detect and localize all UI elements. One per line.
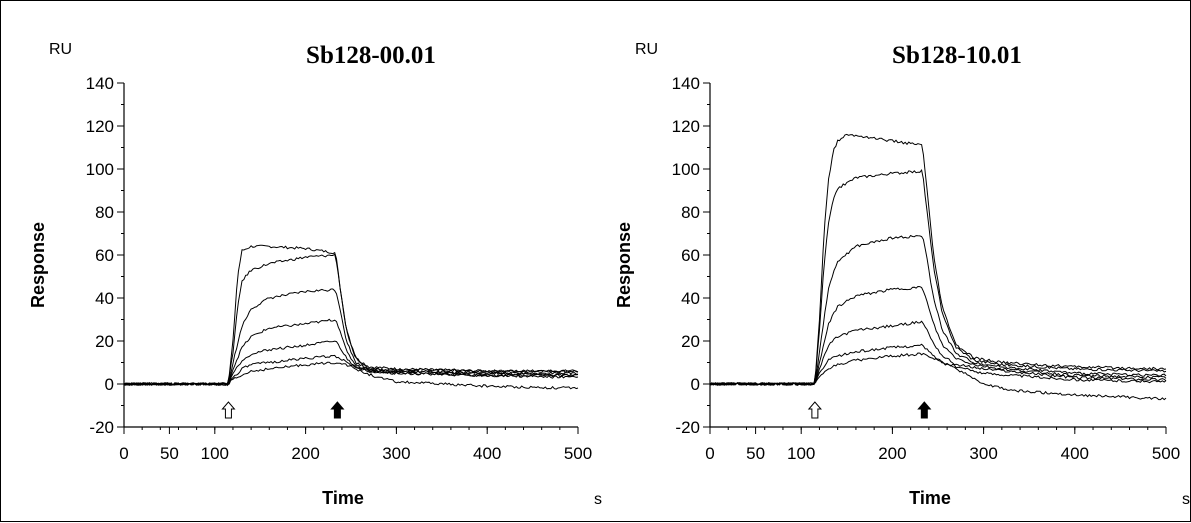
x-tick-label: 500 <box>1152 444 1180 463</box>
chart-title: Sb128-10.01 <box>892 42 1022 69</box>
injection-start-arrow-icon <box>807 401 822 419</box>
sensorgram-curve <box>709 285 1167 386</box>
sensorgram-curve <box>709 168 1167 387</box>
x-tick-label: 400 <box>1061 444 1089 463</box>
x-tick-label: 200 <box>878 444 906 463</box>
y-tick-label: 0 <box>105 375 114 394</box>
chart-panel-1: Sb128-00.01 -20 0 20 40 60 80 100 120 140 0 50 100 20… <box>28 41 602 508</box>
y-tick-label: 80 <box>681 203 700 222</box>
x-tick-label: 200 <box>291 444 319 463</box>
x-unit-label: s <box>1182 491 1190 508</box>
y-axis-title: Response <box>614 222 634 308</box>
y-tick-label: 140 <box>86 74 114 93</box>
y-tick-label: 120 <box>86 117 114 136</box>
injection-end-arrow-icon <box>330 401 345 419</box>
y-tick-label: -20 <box>675 418 700 437</box>
y-tick-label: 20 <box>95 332 114 351</box>
sensorgram-curve <box>709 133 1167 387</box>
x-tick-label: 500 <box>564 444 592 463</box>
sensorgram-curve <box>709 320 1167 386</box>
x-tick-label: 50 <box>160 444 179 463</box>
chart-title: Sb128-00.01 <box>306 42 436 69</box>
y-unit-label: RU <box>635 41 658 58</box>
y-tick-label: 40 <box>681 289 700 308</box>
y-tick-label: 40 <box>95 289 114 308</box>
sensorgram-curve <box>123 340 579 386</box>
x-tick-label: 300 <box>969 444 997 463</box>
x-tick-label: 300 <box>382 444 410 463</box>
x-tick-label: 0 <box>119 444 128 463</box>
y-tick-label: 60 <box>681 246 700 265</box>
x-unit-label: s <box>594 491 602 508</box>
y-tick-label: 140 <box>672 74 700 93</box>
y-axis-title: Response <box>28 222 48 308</box>
x-tick-label: 100 <box>201 444 229 463</box>
chart-panel-2: Sb128-10.01 -20 0 20 40 60 80 100 120 140 0 50 100 20… <box>614 41 1190 508</box>
y-tick-label: 100 <box>672 160 700 179</box>
x-tick-label: 100 <box>787 444 815 463</box>
sensorgram-curve <box>123 361 579 390</box>
sensorgram-curve <box>709 352 1167 401</box>
y-tick-label: 20 <box>681 332 700 351</box>
y-tick-label: 0 <box>691 375 700 394</box>
y-tick-label: 120 <box>672 117 700 136</box>
y-unit-label: RU <box>49 41 72 58</box>
x-tick-label: 400 <box>473 444 501 463</box>
sensorgram-curve <box>709 234 1167 386</box>
y-tick-label: 100 <box>86 160 114 179</box>
x-tick-label: 0 <box>705 444 714 463</box>
sensorgram-curve <box>709 343 1167 387</box>
x-axis-title: Time <box>322 488 364 508</box>
sensorgram-curve <box>123 244 579 386</box>
x-tick-label: 50 <box>746 444 765 463</box>
injection-start-arrow-icon <box>221 401 236 419</box>
x-axis-title: Time <box>909 488 951 508</box>
y-tick-label: -20 <box>89 418 114 437</box>
injection-end-arrow-icon <box>917 401 932 419</box>
y-tick-label: 80 <box>95 203 114 222</box>
y-tick-label: 60 <box>95 246 114 265</box>
